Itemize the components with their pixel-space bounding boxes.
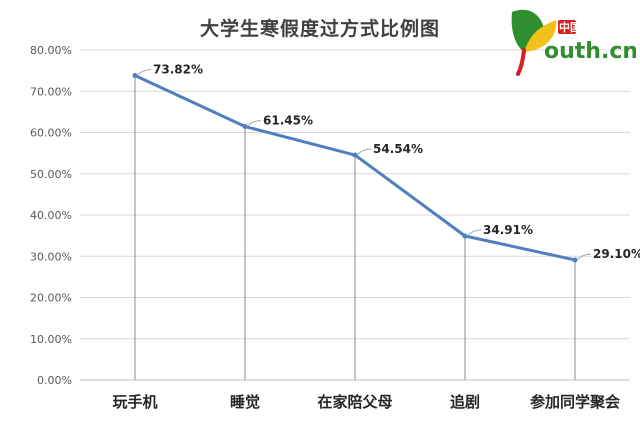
data-label: 29.10% [593,247,640,261]
data-label: 34.91% [483,223,533,237]
x-category-label: 玩手机 [112,393,157,411]
data-label-leader [466,229,482,237]
y-tick-label: 40.00% [30,209,72,222]
data-point [462,233,468,239]
data-label-leader [136,68,152,76]
data-point [132,72,138,78]
x-category-label: 追剧 [450,393,480,411]
data-label: 61.45% [263,114,313,128]
data-labels: 73.82% 61.45% 54.54% 34.91% 29.10% [136,62,640,261]
y-tick-label: 20.00% [30,292,72,305]
data-label-leader [356,148,372,156]
youth-cn-logo: 中国青年网 outh.cn [511,9,636,76]
y-tick-label: 50.00% [30,168,72,181]
y-tick-label: 60.00% [30,127,72,140]
series-line-layer [132,72,578,263]
x-category-label: 睡觉 [230,393,260,411]
x-category-label: 在家陪父母 [317,393,392,411]
axes: 0.00% 10.00% 20.00% 30.00% 40.00% 50.00% 60.00… [30,44,630,411]
data-label-leader [246,120,262,127]
logo-leaf-green [511,9,544,52]
y-tick-label: 0.00% [37,374,72,387]
data-label: 54.54% [373,142,423,156]
data-label: 73.82% [153,62,203,76]
logo-red-block [558,20,576,34]
data-point [352,152,358,158]
logo-brand-en: outh.cn [544,39,636,64]
chart-title: 大学生寒假度过方式比例图 [199,18,440,40]
logo-leaf-yellow [524,20,557,52]
logo-brand-cn: 中国青年网 [559,20,614,34]
drop-lines [134,75,576,380]
y-tick-label: 10.00% [30,333,72,346]
y-tick-label: 30.00% [30,250,72,263]
x-category-label: 参加同学聚会 [530,393,620,411]
data-point [572,257,578,263]
y-tick-label: 80.00% [30,44,72,57]
data-label-leader [576,253,592,261]
data-point [242,124,248,130]
y-tick-label: 70.00% [30,85,72,98]
logo-leaf-stem [516,48,526,76]
